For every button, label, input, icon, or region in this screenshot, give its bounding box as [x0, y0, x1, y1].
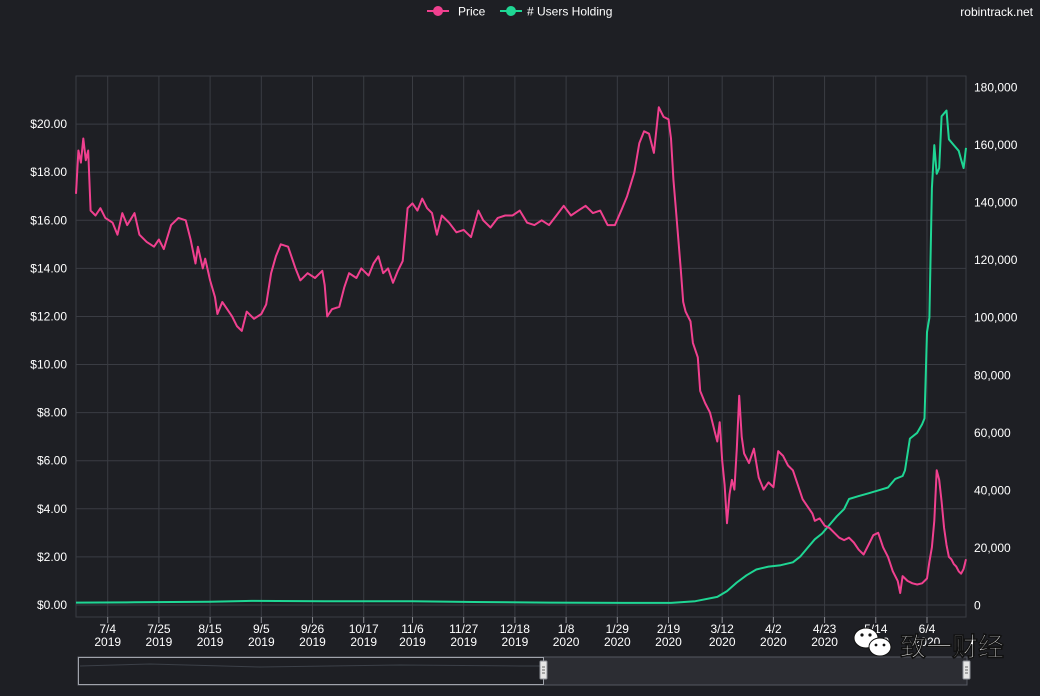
right-tick-label: 60,000: [974, 426, 1011, 440]
x-tick-year-label: 2019: [146, 635, 173, 649]
x-tick-year-label: 2019: [299, 635, 326, 649]
navigator-left-handle[interactable]: [539, 660, 548, 680]
x-tick-year-label: 2020: [811, 635, 838, 649]
left-tick-label: $12.00: [30, 309, 67, 323]
x-axis-ticks: 7/420197/2520198/1520199/520199/26201910…: [94, 617, 941, 649]
right-tick-label: 100,000: [974, 311, 1018, 325]
x-tick-label: 11/6: [401, 622, 424, 636]
navigator-selected-window[interactable]: [78, 657, 544, 685]
x-tick-year-label: 2019: [197, 635, 224, 649]
x-tick-label: 6/4: [919, 622, 936, 636]
watermark-text: 致一财经: [900, 632, 1004, 662]
x-tick-label: 8/15: [198, 622, 222, 636]
legend-item-users[interactable]: # Users Holding: [500, 5, 612, 19]
right-tick-label: 80,000: [974, 368, 1011, 382]
x-tick-year-label: 2019: [94, 635, 121, 649]
right-tick-label: 180,000: [974, 81, 1018, 95]
navigator-right-handle[interactable]: [962, 660, 971, 680]
legend-price-label: Price: [458, 5, 486, 19]
users-holding-line: [75, 109, 967, 604]
left-tick-label: $16.00: [30, 213, 67, 227]
x-tick-year-label: 2020: [709, 635, 736, 649]
x-tick-year-label: 2019: [399, 635, 426, 649]
x-tick-year-label: 2020: [655, 635, 682, 649]
left-tick-label: $4.00: [37, 502, 67, 516]
x-tick-label: 2/19: [657, 622, 681, 636]
x-tick-label: 4/2: [765, 622, 782, 636]
x-tick-year-label: 2020: [914, 635, 941, 649]
right-axis-ticks: 0 20,000 40,000 60,000 80,000 100,000 120,000 1…: [974, 81, 1018, 613]
legend-users-label: # Users Holding: [527, 5, 612, 19]
x-tick-year-label: 2019: [350, 635, 377, 649]
wechat-icon: [853, 627, 892, 657]
x-tick-label: 9/26: [301, 622, 325, 636]
grid-lines: [75, 75, 967, 618]
left-tick-label: $0.00: [37, 598, 67, 612]
navigator-preview-line: [79, 663, 543, 668]
x-tick-year-label: 2020: [553, 635, 580, 649]
left-tick-label: $18.00: [30, 165, 67, 179]
plot-frame: [75, 75, 967, 618]
left-tick-label: $6.00: [37, 454, 67, 468]
x-tick-label: 4/23: [813, 622, 837, 636]
legend-item-price[interactable]: Price: [427, 5, 486, 19]
x-tick-year-label: 2020: [604, 635, 631, 649]
left-tick-label: $8.00: [37, 406, 67, 420]
legend-users-swatch-dot: [506, 6, 516, 16]
right-tick-label: 160,000: [974, 138, 1018, 152]
legend[interactable]: Price # Users Holding: [427, 5, 612, 19]
x-tick-year-label: 2019: [502, 635, 529, 649]
left-tick-label: $2.00: [37, 550, 67, 564]
x-tick-year-label: 2019: [248, 635, 275, 649]
x-tick-year-label: 2019: [450, 635, 477, 649]
x-tick-label: 12/18: [500, 622, 530, 636]
legend-price-swatch-dot: [433, 6, 443, 16]
range-navigator[interactable]: [77, 656, 971, 686]
x-tick-year-label: 2020: [760, 635, 787, 649]
x-tick-label: 7/4: [99, 622, 116, 636]
left-tick-label: $20.00: [30, 117, 67, 131]
x-tick-label: 1/8: [558, 622, 575, 636]
x-tick-label: 11/27: [449, 622, 478, 636]
x-tick-label: 9/5: [253, 622, 270, 636]
x-tick-label: 3/12: [710, 622, 734, 636]
price-line: [75, 106, 967, 594]
right-tick-label: 120,000: [974, 253, 1018, 267]
watermark: 致一财经: [853, 627, 1004, 662]
right-tick-label: 140,000: [974, 196, 1018, 210]
left-axis-ticks: $0.00 $2.00 $4.00 $6.00 $8.00 $10.00 $12.00 $14…: [30, 117, 67, 612]
left-tick-label: $10.00: [30, 358, 67, 372]
right-tick-label: 0: [974, 598, 981, 612]
right-tick-label: 40,000: [974, 483, 1011, 497]
x-tick-label: 7/25: [147, 622, 171, 636]
x-tick-label: 10/17: [349, 622, 379, 636]
right-tick-label: 20,000: [974, 541, 1011, 555]
x-tick-label: 1/29: [606, 622, 630, 636]
site-label[interactable]: robintrack.net: [960, 5, 1033, 19]
left-tick-label: $14.00: [30, 261, 67, 275]
